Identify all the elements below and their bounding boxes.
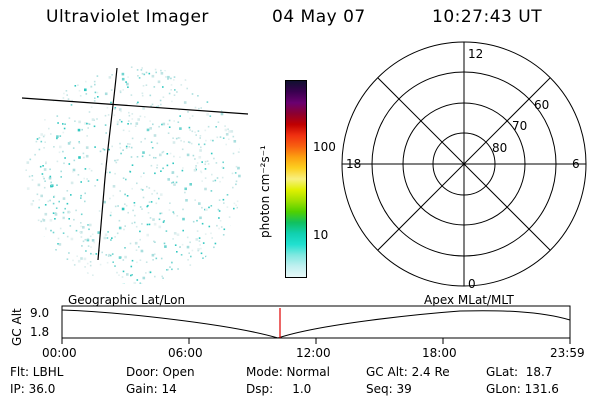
date-label: 04 May 07 (272, 7, 366, 27)
polar-diagonal-b (377, 77, 551, 251)
x-tick-1800: 18:00 (422, 346, 457, 360)
uv-emission-speckles (25, 66, 243, 284)
mlt-label-18: 18 (346, 157, 361, 171)
geographic-label: Geographic Lat/Lon (68, 293, 186, 307)
mode-status: Mode: Normal (246, 365, 330, 379)
glat-status: GLat: 18.7 (486, 365, 553, 379)
latitude-line (21, 97, 249, 115)
mlt-label-0: 0 (468, 277, 476, 291)
y-tick-min: 1.8 (30, 325, 50, 339)
door-status: Door: Open (126, 365, 195, 379)
altitude-curve (61, 309, 571, 339)
apex-label: Apex MLat/MLT (424, 293, 514, 307)
ip-status: IP: 36.0 (10, 382, 56, 396)
colorbar-tick-100: 100 (313, 140, 336, 154)
dsp-status: Dsp: 1.0 (246, 382, 312, 396)
x-tick-0000: 00:00 (42, 346, 77, 360)
x-tick-2359: 23:59 (550, 346, 585, 360)
mlt-label-6: 6 (572, 157, 580, 171)
y-tick-max: 9.0 (30, 306, 50, 320)
mlt-label-12: 12 (468, 47, 483, 61)
instrument-title: Ultraviolet Imager (46, 7, 209, 27)
gain-status: Gain: 14 (126, 382, 177, 396)
colorbar (285, 80, 307, 278)
lat-label-80: 80 (492, 141, 507, 155)
lat-label-70: 70 (512, 119, 527, 133)
lat-label-60: 60 (534, 98, 549, 112)
geographic-image (21, 66, 249, 284)
gc-alt-status: GC Alt: 2.4 Re (366, 365, 450, 379)
polar-plot: 12 18 6 0 60 70 80 (341, 41, 587, 291)
glon-status: GLon: 131.6 (486, 382, 559, 396)
gc-alt-axis-label: GC Alt (10, 308, 24, 346)
strip-ticks (61, 338, 571, 344)
longitude-line (97, 67, 118, 261)
x-tick-0600: 06:00 (168, 346, 203, 360)
orbit-altitude-strip (61, 305, 571, 344)
filter-status: Flt: LBHL (10, 365, 64, 379)
seq-status: Seq: 39 (366, 382, 412, 396)
colorbar-unit-label: photon cm⁻²s⁻¹ (258, 145, 272, 238)
time-label: 10:27:43 UT (432, 7, 543, 27)
colorbar-tick-10: 10 (313, 228, 329, 242)
colorbar-gradient (285, 80, 307, 278)
x-tick-1200: 12:00 (296, 346, 331, 360)
